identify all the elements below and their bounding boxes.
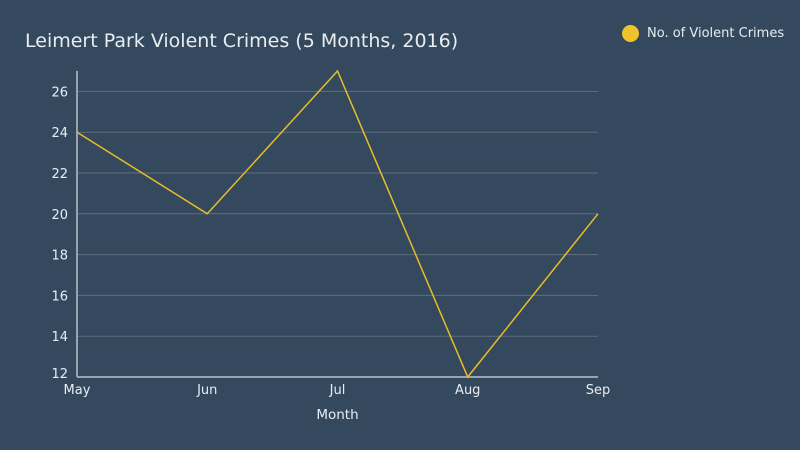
- series-line-violent-crimes: [76, 69, 599, 379]
- x-axis-title: Month: [316, 407, 358, 423]
- legend-label: No. of Violent Crimes: [647, 26, 785, 41]
- x-tick-label: Sep: [586, 383, 611, 398]
- chart-title: Leimert Park Violent Crimes (5 Months, 2…: [25, 30, 459, 52]
- y-tick-label: 26: [51, 85, 68, 100]
- y-tick-label: 16: [51, 289, 68, 304]
- y-tick-label: 22: [51, 167, 68, 182]
- legend-marker-icon: [622, 25, 639, 42]
- y-tick-label: 12: [51, 367, 68, 382]
- y-tick-label: 14: [51, 330, 68, 345]
- legend-item[interactable]: No. of Violent Crimes: [622, 25, 784, 42]
- y-tick-label: 24: [51, 126, 68, 141]
- y-tick-label: 20: [51, 208, 68, 223]
- x-tick-label: Aug: [455, 383, 480, 398]
- x-tick-label: Jun: [196, 383, 217, 398]
- y-tick-label: 18: [51, 249, 68, 264]
- x-tick-label: Jul: [329, 383, 346, 398]
- x-tick-label: May: [64, 383, 91, 398]
